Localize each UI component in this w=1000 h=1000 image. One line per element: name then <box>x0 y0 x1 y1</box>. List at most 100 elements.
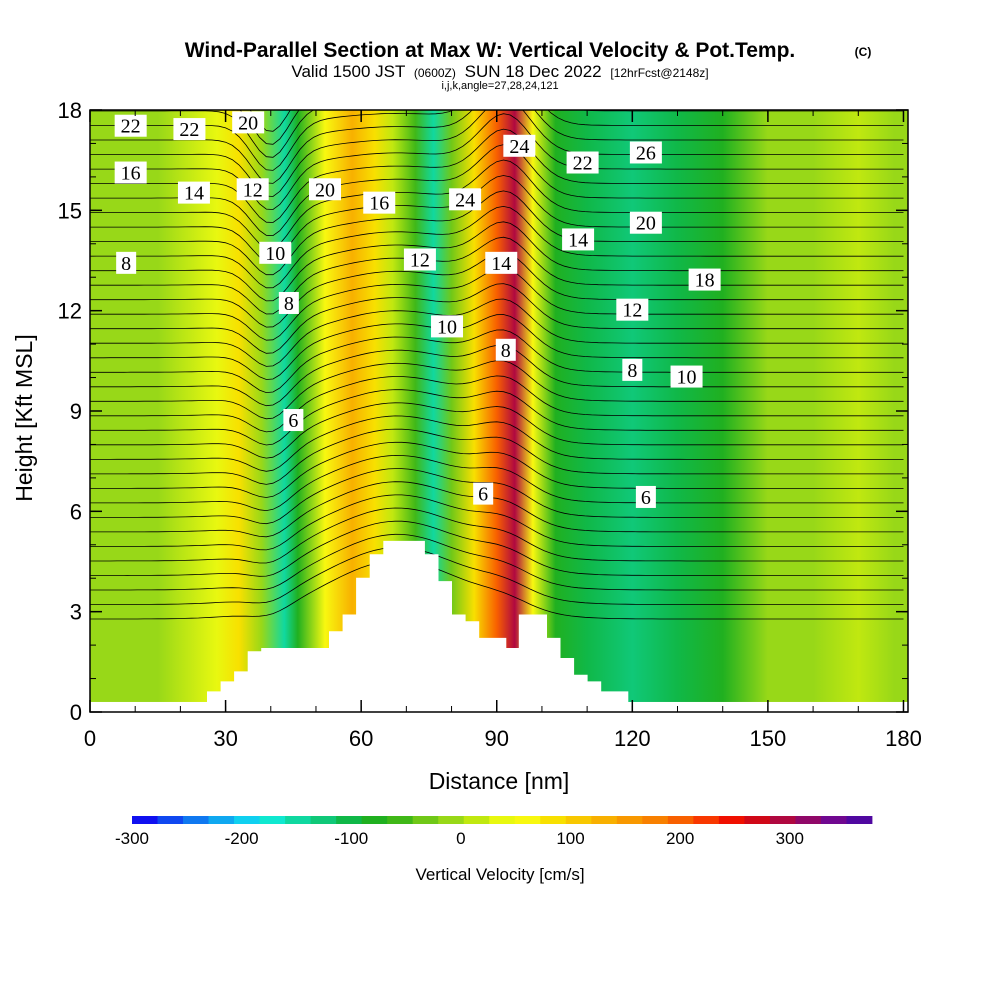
colorbar-swatch <box>540 816 567 824</box>
svg-text:10: 10 <box>677 367 697 389</box>
isentrope-line <box>90 329 904 394</box>
plot-area: 22 22 20 16 14 12 20 16 24 24 22 26 8 10 12 14 14 20 8 10 8 1… <box>90 110 908 712</box>
colorbar-tick-label: 300 <box>776 829 804 848</box>
contour-label: 20 <box>232 111 265 134</box>
colorbar-tick-label: 100 <box>556 829 584 848</box>
svg-text:6: 6 <box>288 410 298 432</box>
svg-text:16: 16 <box>369 193 389 215</box>
contour-label: 12 <box>236 178 269 201</box>
svg-text:10: 10 <box>437 316 457 338</box>
isentrope-line <box>90 298 904 367</box>
x-tick-label: 150 <box>750 726 787 751</box>
isentrope-line <box>90 190 904 276</box>
isentrope-line <box>90 110 904 197</box>
colorbar-swatch <box>693 816 720 824</box>
contour-label: 18 <box>688 268 721 292</box>
x-axis-ticks: 0 30 60 90 120 150 180 <box>84 110 922 751</box>
colorbar-swatch <box>718 816 745 824</box>
isentrope-line <box>90 205 904 289</box>
isentrope-line <box>90 428 904 485</box>
isentrope-line <box>90 128 904 223</box>
svg-text:24: 24 <box>455 189 475 211</box>
isentrope-line <box>90 389 904 446</box>
colorbar-swatch <box>412 816 439 824</box>
contour-label: 8 <box>622 358 643 382</box>
colorbar-swatch <box>795 816 822 824</box>
contour-label: 14 <box>177 181 210 205</box>
x-tick-label: 60 <box>349 726 373 751</box>
svg-text:16: 16 <box>121 163 141 185</box>
isentrope-line <box>90 507 904 564</box>
contour-label: 20 <box>629 211 662 235</box>
svg-text:14: 14 <box>568 229 588 251</box>
colorbar-swatch <box>846 816 873 824</box>
isentrope-line <box>90 415 904 472</box>
colorbar-swatch <box>463 816 490 824</box>
contour-label: 6 <box>283 409 304 432</box>
svg-text:12: 12 <box>410 250 430 272</box>
y-axis-label: Height [Kft MSL] <box>11 334 37 501</box>
x-tick-label: 90 <box>484 726 508 751</box>
colorbar-swatch <box>744 816 771 824</box>
y-tick-label: 18 <box>58 98 82 123</box>
y-tick-label: 6 <box>70 499 82 524</box>
colorbar-swatch <box>285 816 312 824</box>
isentrope-line <box>90 314 904 380</box>
colorbar-swatch <box>565 816 592 824</box>
contour-label: 8 <box>116 251 137 275</box>
svg-text:26: 26 <box>636 142 656 164</box>
contour-label: 24 <box>503 134 536 158</box>
x-axis-label: Distance [nm] <box>429 768 570 794</box>
colorbar-swatch <box>820 816 847 824</box>
colorbar-ticks: -300 -200 -100 0 100 200 300 <box>115 829 804 848</box>
isentrope-line <box>90 481 904 538</box>
isentrope-line <box>90 159 904 250</box>
svg-text:8: 8 <box>627 360 637 382</box>
colorbar-swatch <box>157 816 184 824</box>
colorbar-tick-label: 0 <box>456 829 465 848</box>
contour-label: 8 <box>278 291 299 315</box>
colorbar <box>132 816 873 824</box>
subtitle-valid: Valid 1500 JST <box>291 62 405 81</box>
svg-text:12: 12 <box>243 179 263 201</box>
y-axis-ticks: 0 3 6 9 12 15 18 <box>58 98 908 725</box>
svg-text:20: 20 <box>238 112 258 134</box>
colorbar-swatch <box>259 816 286 824</box>
svg-text:22: 22 <box>179 119 199 141</box>
colorbar-tick-label: -100 <box>334 829 368 848</box>
svg-text:14: 14 <box>184 183 204 205</box>
isentrope-line <box>90 547 904 605</box>
isentrope-line <box>90 494 904 551</box>
contour-label: 10 <box>431 315 464 338</box>
colorbar-swatch <box>234 816 260 824</box>
contour-label: 22 <box>566 151 599 175</box>
isentrope-line <box>90 402 904 459</box>
subtitle-date: SUN 18 Dec 2022 <box>465 62 602 81</box>
colorbar-swatch <box>489 816 516 824</box>
terrain <box>207 540 629 712</box>
contour-label: 8 <box>495 338 516 362</box>
colorbar-swatch <box>769 816 796 824</box>
colorbar-swatch <box>183 816 209 824</box>
colorbar-tick-label: -300 <box>115 829 149 848</box>
colorbar-swatch <box>438 816 465 824</box>
svg-text:10: 10 <box>265 243 285 265</box>
svg-text:22: 22 <box>573 153 593 175</box>
isentrope-line <box>90 175 904 262</box>
svg-text:8: 8 <box>501 340 511 362</box>
colorbar-tick-label: -200 <box>225 829 259 848</box>
svg-text:20: 20 <box>636 213 656 235</box>
isentrope-line <box>90 560 904 620</box>
contour-labels: 22 22 20 16 14 12 20 16 24 24 22 26 8 10 12 14 14 20 8 10 8 1… <box>114 111 721 509</box>
contour-label: 14 <box>485 251 518 275</box>
svg-text:22: 22 <box>121 116 141 138</box>
colorbar-swatch <box>208 816 235 824</box>
colorbar-swatch <box>514 816 541 824</box>
colorbar-swatch <box>361 816 388 824</box>
contour-label: 10 <box>259 241 292 265</box>
colorbar-swatch <box>591 816 618 824</box>
contour-label: 22 <box>173 118 206 141</box>
chart-subtitle: Valid 1500 JST (0600Z) SUN 18 Dec 2022 [… <box>291 62 708 81</box>
svg-text:6: 6 <box>641 487 651 509</box>
